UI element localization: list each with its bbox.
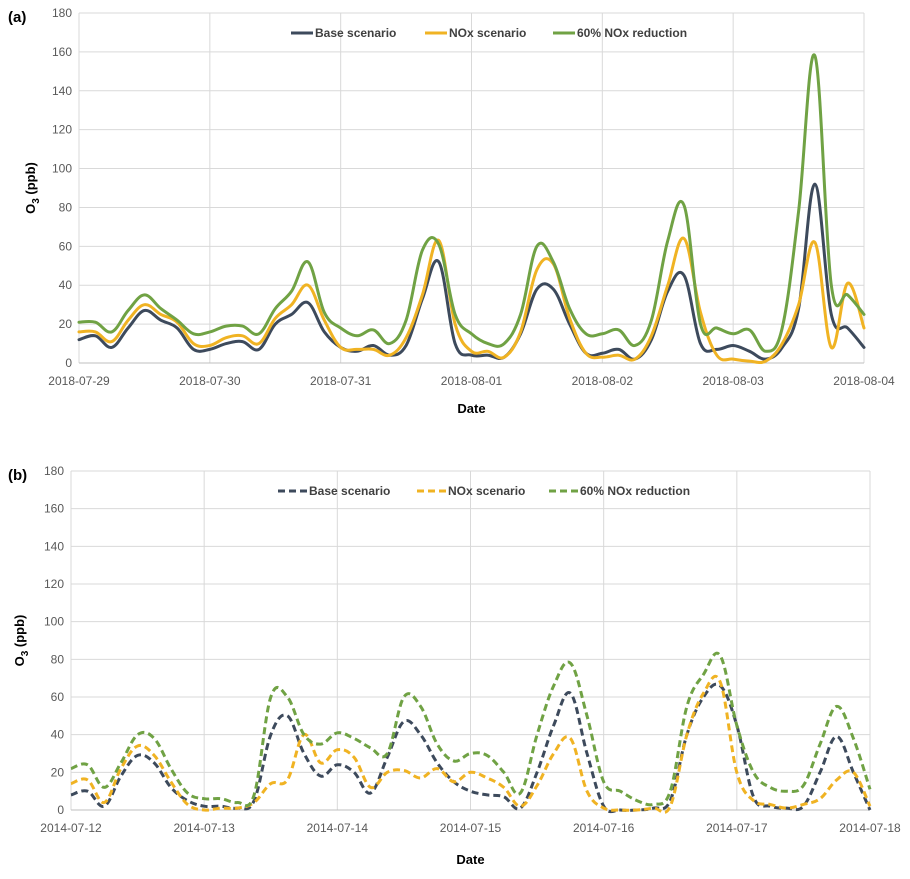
legend-label: Base scenario: [309, 484, 390, 498]
x-tick-label: 2014-07-17: [706, 821, 768, 835]
x-tick-label: 2014-07-18: [839, 821, 901, 835]
x-tick-label: 2014-07-12: [40, 821, 102, 835]
legend-label: NOx scenario: [448, 484, 525, 498]
series-line-60-nox-reduction: [77, 53, 866, 353]
panel-b: 0 20 40 60 80 100 120 140 160 180 2014-07-12 2014-0…: [8, 464, 901, 867]
panel-label: (a): [8, 9, 26, 26]
legend-label: NOx scenario: [449, 26, 526, 40]
x-tick-label: 2018-07-30: [179, 374, 241, 388]
y-tick-label: 80: [51, 652, 65, 666]
x-tick-label: 2014-07-14: [307, 821, 369, 835]
y-axis-title: O3 (ppb): [12, 615, 31, 667]
x-tick-label: 2018-08-01: [441, 374, 503, 388]
y-tick-label: 100: [52, 162, 72, 176]
y-tick-label: 100: [44, 615, 64, 629]
x-axis-title: Date: [456, 852, 484, 867]
y-tick-label: 120: [44, 577, 64, 591]
y-tick-label: 40: [59, 278, 73, 292]
y-tick-label: 160: [52, 45, 72, 59]
series-line-60-nox-reduction: [70, 651, 872, 808]
y-tick-label: 60: [51, 690, 65, 704]
series-line-nox-scenario: [70, 674, 872, 814]
y-tick-label: 160: [44, 502, 64, 516]
x-tick-label: 2018-08-04: [833, 374, 895, 388]
x-tick-label: 2018-07-29: [48, 374, 110, 388]
y-tick-label: 180: [44, 464, 64, 478]
y-axis-title: O3 (ppb): [23, 162, 42, 214]
legend: Base scenario NOx scenario 60% NOx reducti…: [278, 484, 690, 498]
y-tick-label: 20: [51, 765, 65, 779]
y-tick-label: 60: [59, 239, 73, 253]
y-tick-label: 0: [65, 356, 72, 370]
y-tick-label: 20: [59, 317, 73, 331]
x-tick-label: 2014-07-13: [173, 821, 235, 835]
y-tick-label: 140: [44, 539, 64, 553]
legend-label: 60% NOx reduction: [577, 26, 687, 40]
y-tick-label: 0: [57, 803, 64, 817]
y-tick-label: 180: [52, 6, 72, 20]
x-tick-label: 2018-07-31: [310, 374, 372, 388]
y-tick-label: 80: [59, 200, 73, 214]
y-axis-title-unit: (ppb): [12, 615, 27, 651]
y-axis-title-subscript: 3: [20, 650, 31, 656]
y-axis-title-main: O: [12, 656, 27, 666]
panel-label: (b): [8, 467, 27, 484]
y-tick-label: 40: [51, 728, 65, 742]
x-axis-title: Date: [457, 401, 485, 416]
y-tick-label: 120: [52, 123, 72, 137]
legend-label: 60% NOx reduction: [580, 484, 690, 498]
panel-a: 0 20 40 60 80 100 120 140 160 180 2018-07-29 2018-0…: [8, 6, 895, 416]
series-line-base-scenario: [70, 682, 872, 814]
y-tick-label: 140: [52, 84, 72, 98]
y-axis-title-unit: (ppb): [23, 162, 38, 198]
y-axis-title-main: O: [23, 204, 38, 214]
legend: Base scenario NOx scenario 60% NOx reducti…: [291, 26, 687, 40]
x-tick-label: 2018-08-03: [702, 374, 764, 388]
series-line-base-scenario: [77, 182, 866, 361]
legend-label: Base scenario: [315, 26, 396, 40]
y-axis-title-subscript: 3: [31, 198, 42, 204]
x-tick-label: 2014-07-15: [440, 821, 502, 835]
x-tick-label: 2014-07-16: [573, 821, 635, 835]
x-tick-label: 2018-08-02: [572, 374, 634, 388]
series-line-nox-scenario: [77, 236, 866, 365]
